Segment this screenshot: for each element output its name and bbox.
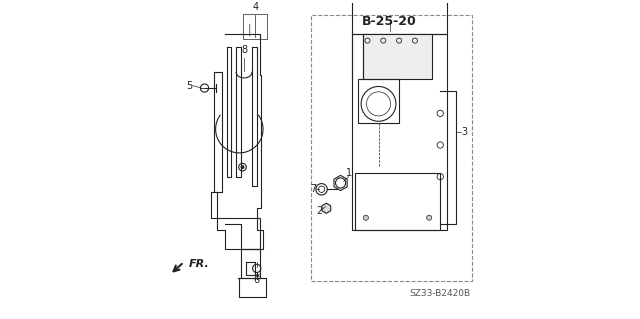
Bar <box>243 14 267 39</box>
Text: SZ33-B2420B: SZ33-B2420B <box>410 289 471 298</box>
Text: 1: 1 <box>346 168 353 178</box>
Bar <box>358 78 399 123</box>
Text: 5: 5 <box>186 80 193 91</box>
Bar <box>363 34 432 78</box>
Polygon shape <box>322 203 331 213</box>
Text: 8: 8 <box>242 45 248 55</box>
Bar <box>351 0 447 34</box>
Text: 7: 7 <box>310 184 316 194</box>
Bar <box>310 15 472 281</box>
Text: FR.: FR. <box>189 259 209 269</box>
Text: 6: 6 <box>253 275 260 285</box>
Circle shape <box>364 215 369 220</box>
Circle shape <box>427 215 431 220</box>
Bar <box>355 174 440 230</box>
Text: 4: 4 <box>252 2 258 12</box>
Text: B-25-20: B-25-20 <box>362 15 417 28</box>
Text: 3: 3 <box>461 127 467 137</box>
Text: 2: 2 <box>316 206 322 216</box>
Circle shape <box>241 166 244 168</box>
Bar <box>351 34 447 230</box>
